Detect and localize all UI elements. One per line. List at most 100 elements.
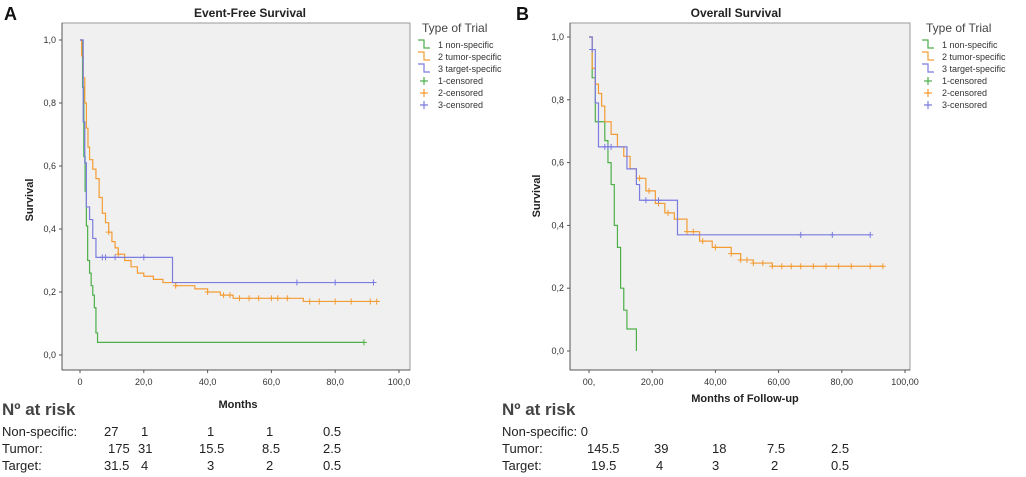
risk-value: 0.5 [323,424,342,439]
panel-b-censor-mark-2 [835,263,842,270]
risk-label: Tumor: [502,441,543,456]
panel-b-legend-title: Type of Trial [926,21,991,35]
panel-a-y-tick-label: 0,0 [43,350,56,360]
risk-row-nonspecific-a: Non-specific: 27 1 1 1 0.5 [0,424,500,440]
panel-b-censor-mark-2 [728,250,735,257]
panel-a-censor-mark-3 [332,279,339,286]
panel-a-censor-mark-2 [367,298,374,305]
panel-b-letter: B [516,4,529,24]
risk-value: 27 [104,424,119,439]
risk-label: Non-specific: 0 [502,424,588,439]
panel-a-x-tick-label: 20,0 [135,377,153,387]
panel-b-censor-mark-3 [608,143,615,150]
panel-b-legend-swatch [924,101,932,109]
risk-label: Non-specific: [2,424,78,439]
panel-b-legend-label: 1 non-specific [942,40,998,50]
panel-b-legend-label: 2 tumor-specific [942,52,1006,62]
panel-b-legend-swatch [924,89,932,97]
panel-b-legend-swatch [922,63,934,73]
panel-b-x-tick-label: 20,00 [641,377,664,387]
risk-row-tumor-b: Tumor: 145.5 39 18 7.5 2.5 [0,441,1026,457]
risk-label: Target: [2,458,42,473]
risk-value: 31.5 [104,458,130,473]
risk-value: 7.5 [767,441,786,456]
risk-value: 3 [207,458,215,473]
panel-a-censor-mark-3 [102,254,109,261]
panel-a-y-tick-label: 1,0 [43,35,56,45]
panel-a-x-tick-label: 80,0 [326,377,344,387]
panel-b-legend-label: 1-censored [942,76,987,86]
panel-b-censor-mark-2 [810,263,817,270]
panel-a-censor-mark-3 [140,254,147,261]
risk-value: 31 [138,441,153,456]
panel-b-x-tick-label: 40,00 [704,377,727,387]
panel-a-x-tick-label: 100,0 [388,377,411,387]
panel-a-censor-mark-2 [348,298,355,305]
panel-a-censor-mark-2 [332,298,339,305]
panel-b-censor-mark-2 [867,263,874,270]
panel-b-x-tick-label: 00, [583,377,596,387]
panel-a-legend-label: 3-censored [438,100,483,110]
panel-a-censor-mark-2 [274,295,281,302]
panel-b-censor-mark-2 [665,209,671,216]
panel-a-title: Event-Free Survival [194,6,306,20]
panel-a-legend-label: 2 tumor-specific [438,52,502,62]
panel-a-series-line-3 [80,39,374,284]
risk-value: 8.5 [262,441,281,456]
panel-b-legend-label: 2-censored [942,88,987,98]
panel-a-censor-mark-2 [226,292,233,299]
panel-b-censor-mark-2 [646,187,653,194]
panel-b-censor-mark-2 [712,244,719,251]
risk-value: 1 [266,424,274,439]
panel-b-censor-mark-2 [823,263,829,270]
panel-a-censor-mark-2 [316,298,323,305]
panel-b-y-tick-label: 0,4 [551,220,564,230]
risk-title-b: Nº at risk [502,400,576,419]
risk-value: 4 [656,458,664,473]
panel-b-y-tick-label: 1,0 [551,32,564,42]
risk-value: 39 [654,441,669,456]
panel-a-censor-mark-2 [172,282,179,289]
risk-row-nonspecific-b: Non-specific: 0 [0,424,1026,440]
panel-a-legend-swatch [418,63,430,73]
risk-value: 2.5 [323,441,342,456]
panel-a-legend-label: 3 target-specific [438,64,502,74]
risk-value: 2 [266,458,274,473]
panel-a-legend-swatch [420,77,428,85]
panel-a-censor-mark-2 [204,289,211,295]
panel-a-series-line-2 [80,39,380,303]
panel-b-censor-mark-2 [744,256,750,263]
panel-b-censor-mark-2 [690,228,697,235]
panel-a-censor-mark-1 [360,339,367,346]
panel-b-censor-mark-2 [848,263,855,270]
panel-a-censor-mark-3 [112,254,119,261]
panel-a-censor-mark-2 [246,295,253,302]
panel-b-y-axis-label: Survival [531,175,543,218]
panel-b-title: Overall Survival [691,6,782,20]
panel-b-y-tick-label: 0,2 [551,283,564,293]
panel-b-legend-label: 3-censored [942,100,987,110]
risk-value: 1 [141,424,149,439]
panel-a-censor-mark-2 [220,292,227,299]
panel-b-censor-mark-2 [788,263,795,270]
panel-a-series-line-1 [80,39,364,343]
panel-b-censor-mark-3 [797,231,804,238]
panel-b-legend-swatch [922,51,934,61]
panel-b-x-tick-label: 60,00 [767,377,790,387]
panel-a-censor-mark-2 [268,295,275,302]
panel-b-censor-mark-2 [769,263,776,270]
panel-a-legend-swatch [418,51,430,61]
panel-b-censor-mark-3 [642,197,649,204]
risk-value: 15.5 [199,441,225,456]
panel-b-x-tick-label: 80,00 [831,377,854,387]
panel-a-censor-mark-2 [236,295,243,302]
panel-b-censor-mark-2 [879,263,886,270]
panel-b-censor-mark-3 [867,231,874,238]
panel-a-censor-mark-2 [306,298,313,305]
panel-a-legend-title: Type of Trial [422,21,487,35]
risk-label: Tumor: [2,441,43,456]
panel-b-y-tick-label: 0,8 [551,95,564,105]
panel-b-censor-mark-2 [683,228,690,235]
panel-a-y-tick-label: 0,8 [43,98,56,108]
panel-b-censor-mark-2 [750,260,757,267]
